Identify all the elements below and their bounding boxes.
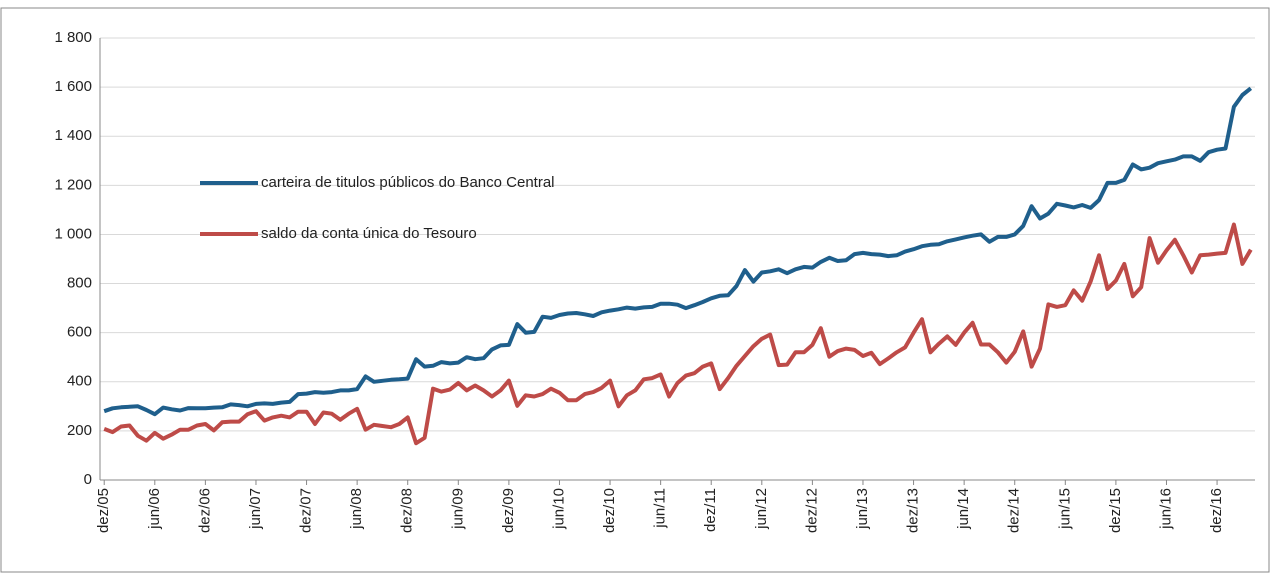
- series-line: [103, 222, 1253, 446]
- y-tick-label: 1 600: [54, 78, 92, 95]
- x-tick-label: dez/09: [500, 488, 517, 533]
- x-tick-label: jun/07: [247, 488, 264, 530]
- x-tick-label: jun/06: [146, 488, 163, 530]
- x-tick-label: dez/07: [298, 488, 315, 533]
- y-tick-label: 200: [67, 422, 92, 439]
- x-tick-label: dez/06: [196, 488, 213, 533]
- y-tick-label: 400: [67, 373, 92, 390]
- x-tick-label: dez/05: [95, 488, 112, 533]
- y-tick-label: 1 000: [54, 225, 92, 242]
- y-tick-label: 1 200: [54, 176, 92, 193]
- x-tick-label: dez/12: [803, 488, 820, 533]
- y-tick-label: 800: [67, 275, 92, 292]
- x-tick-label: dez/16: [1208, 488, 1225, 533]
- series-line: [103, 86, 1253, 417]
- y-tick-label: 600: [67, 324, 92, 341]
- x-tick-label: dez/10: [601, 488, 618, 533]
- y-tick-label: 1 800: [54, 29, 92, 46]
- x-tick-label: jun/16: [1157, 488, 1174, 530]
- x-tick-label: jun/08: [348, 488, 365, 530]
- x-tick-label: dez/11: [702, 488, 719, 532]
- x-tick-label: jun/10: [550, 488, 567, 530]
- x-tick-label: dez/08: [399, 488, 416, 533]
- legend-label: saldo da conta única do Tesouro: [261, 225, 477, 242]
- x-tick-label: dez/14: [1006, 488, 1023, 533]
- x-tick-label: jun/09: [449, 488, 466, 530]
- x-tick-label: jun/13: [854, 488, 871, 530]
- x-tick-label: jun/15: [1056, 488, 1073, 530]
- x-tick-label: dez/13: [905, 488, 922, 533]
- y-tick-label: 0: [84, 471, 92, 488]
- frame: [0, 7, 1270, 573]
- x-tick-label: jun/12: [753, 488, 770, 530]
- x-tick-label: jun/14: [955, 488, 972, 530]
- y-tick-label: 1 400: [54, 127, 92, 144]
- x-tick-label: jun/11: [652, 488, 669, 529]
- legend-label: carteira de titulos públicos do Banco Ce…: [261, 174, 555, 191]
- x-tick-label: dez/15: [1107, 488, 1124, 533]
